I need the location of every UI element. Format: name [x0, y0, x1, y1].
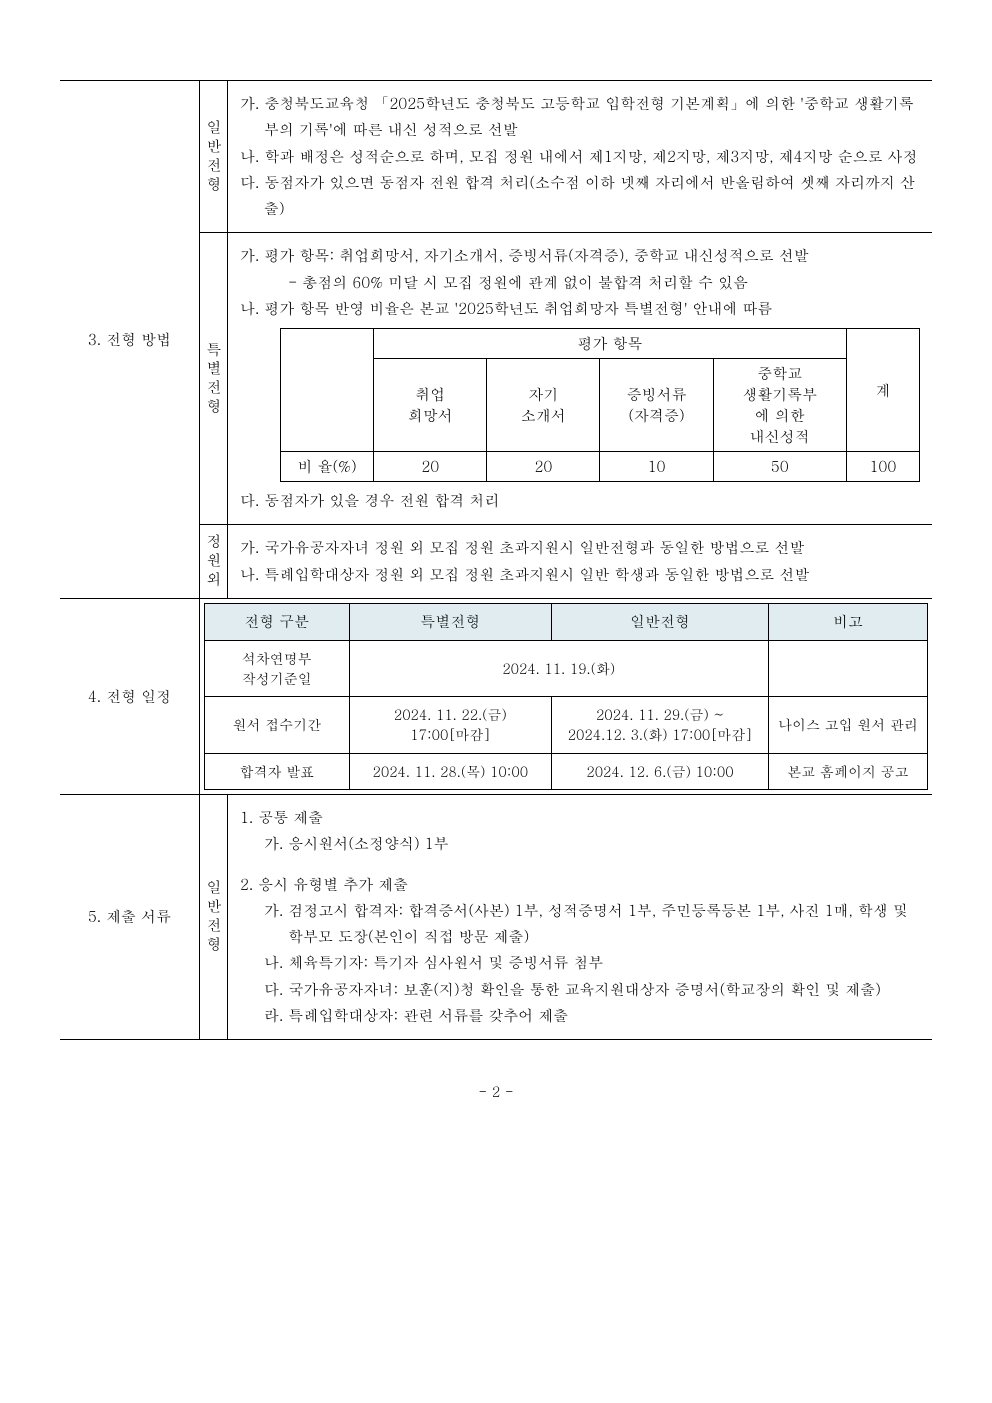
eval-empty-header: [281, 329, 374, 452]
page-number: - 2 -: [60, 1080, 932, 1102]
eval-val-total: 100: [846, 452, 919, 482]
s5-block2-title: 2. 응시 유형별 추가 제출: [240, 872, 920, 898]
sched-r2-general: 2024. 12. 6.(금) 10:00: [552, 753, 769, 790]
general-content: 가. 충청북도교육청 「2025학년도 충청북도 고등학교 입학전형 기본계획」…: [228, 81, 932, 232]
s5-block1-ga: 가. 응시원서(소정양식) 1부: [240, 831, 920, 857]
section-3-label: 3. 전형 방법: [60, 81, 200, 598]
section-3-row: 3. 전형 방법 일반전형 가. 충청북도교육청 「2025학년도 충청북도 고…: [60, 80, 932, 599]
special-item-ga-sub: - 총점의 60% 미달 시 모집 정원에 관계 없이 불합격 처리할 수 있음: [240, 270, 920, 296]
eval-total-header: 계: [846, 329, 919, 452]
sched-r2-special: 2024. 11. 28.(목) 10:00: [349, 753, 551, 790]
section-5-label: 5. 제출 서류: [60, 795, 200, 1039]
sched-header-general: 일반전형: [552, 604, 769, 641]
section-5-row: 5. 제출 서류 일반전형 1. 공통 제출 가. 응시원서(소정양식) 1부 …: [60, 795, 932, 1040]
s5-block2-ra: 라. 특례입학대상자: 관련 서류를 갖추어 제출: [240, 1003, 920, 1029]
sched-r2-type: 합격자 발표: [205, 753, 350, 790]
section5-general-sub-row: 일반전형 1. 공통 제출 가. 응시원서(소정양식) 1부 2. 응시 유형별…: [200, 795, 932, 1039]
sched-r2-note: 본교 홈페이지 공고: [768, 753, 927, 790]
eval-col-1: 자기 소개서: [487, 359, 600, 452]
eval-val-2: 10: [600, 452, 713, 482]
s5-block2-na: 나. 체육특기자: 특기자 심사원서 및 증빙서류 첨부: [240, 950, 920, 976]
sched-header-note: 비고: [768, 604, 927, 641]
general-item-na: 나. 학과 배정은 성적순으로 하며, 모집 정원 내에서 제1지망, 제2지망…: [240, 144, 920, 170]
extra-item-na: 나. 특례입학대상자 정원 외 모집 정원 초과지원시 일반 학생과 동일한 방…: [240, 562, 920, 588]
s5-block1-title: 1. 공통 제출: [240, 805, 920, 831]
general-item-da: 다. 동점자가 있으면 동점자 전원 합격 처리(소수점 이하 넷째 자리에서 …: [240, 170, 920, 223]
general-item-ga: 가. 충청북도교육청 「2025학년도 충청북도 고등학교 입학전형 기본계획」…: [240, 91, 920, 144]
section-4-row: 4. 전형 일정 전형 구분 특별전형 일반전형 비고 석차연명부 작성기준일: [60, 599, 932, 795]
schedule-table: 전형 구분 특별전형 일반전형 비고 석차연명부 작성기준일 2024. 11.…: [204, 603, 928, 790]
sched-r0-merged: 2024. 11. 19.(화): [349, 641, 768, 697]
special-item-ga: 가. 평가 항목: 취업희망서, 자기소개서, 증빙서류(자격증), 중학교 내…: [240, 243, 920, 269]
eval-val-1: 20: [487, 452, 600, 482]
extra-sub-row: 정원외 가. 국가유공자자녀 정원 외 모집 정원 초과지원시 일반전형과 동일…: [200, 525, 932, 598]
s5-block2-ga: 가. 검정고시 합격자: 합격증서(사본) 1부, 성적증명서 1부, 주민등록…: [240, 898, 920, 951]
eval-col-3: 중학교 생활기록부 에 의한 내신성적: [713, 359, 846, 452]
special-item-na: 나. 평가 항목 반영 비율은 본교 '2025학년도 취업희망자 특별전형' …: [240, 296, 920, 322]
section-4-label: 4. 전형 일정: [60, 599, 200, 794]
eval-row-label: 비 율(%): [281, 452, 374, 482]
special-content: 가. 평가 항목: 취업희망서, 자기소개서, 증빙서류(자격증), 중학교 내…: [228, 233, 932, 524]
eval-val-0: 20: [374, 452, 487, 482]
special-sub-row: 특별전형 가. 평가 항목: 취업희망서, 자기소개서, 증빙서류(자격증), …: [200, 233, 932, 525]
general-sub-label: 일반전형: [200, 81, 228, 232]
eval-val-3: 50: [713, 452, 846, 482]
special-sub-label: 특별전형: [200, 233, 228, 524]
sched-header-type: 전형 구분: [205, 604, 350, 641]
sched-r0-type: 석차연명부 작성기준일: [205, 641, 350, 697]
eval-col-2: 증빙서류 (자격증): [600, 359, 713, 452]
schedule-wrapper: 전형 구분 특별전형 일반전형 비고 석차연명부 작성기준일 2024. 11.…: [200, 599, 932, 794]
special-item-da: 다. 동점자가 있을 경우 전원 합격 처리: [240, 488, 920, 514]
eval-table-wrapper: 평가 항목 계 취업 희망서 자기 소개서 증빙서류 (자격증) 중학교 생활기…: [280, 328, 920, 482]
sched-r1-general: 2024. 11. 29.(금) ~ 2024.12. 3.(화) 17:00[…: [552, 697, 769, 753]
sched-header-special: 특별전형: [349, 604, 551, 641]
sched-r1-special: 2024. 11. 22.(금) 17:00[마감]: [349, 697, 551, 753]
extra-content: 가. 국가유공자자녀 정원 외 모집 정원 초과지원시 일반전형과 동일한 방법…: [228, 525, 932, 598]
general-sub-row: 일반전형 가. 충청북도교육청 「2025학년도 충청북도 고등학교 입학전형 …: [200, 81, 932, 233]
eval-table: 평가 항목 계 취업 희망서 자기 소개서 증빙서류 (자격증) 중학교 생활기…: [280, 328, 920, 482]
section-5-content: 일반전형 1. 공통 제출 가. 응시원서(소정양식) 1부 2. 응시 유형별…: [200, 795, 932, 1039]
extra-item-ga: 가. 국가유공자자녀 정원 외 모집 정원 초과지원시 일반전형과 동일한 방법…: [240, 535, 920, 561]
extra-sub-label: 정원외: [200, 525, 228, 598]
section5-general-sub-label: 일반전형: [200, 795, 228, 1039]
sched-r1-type: 원서 접수기간: [205, 697, 350, 753]
sched-r1-note: 나이스 고입 원서 관리: [768, 697, 927, 753]
eval-group-header: 평가 항목: [374, 329, 847, 359]
spacer: [240, 858, 920, 872]
section-3-content: 일반전형 가. 충청북도교육청 「2025학년도 충청북도 고등학교 입학전형 …: [200, 81, 932, 598]
s5-block2-da: 다. 국가유공자자녀: 보훈(지)청 확인을 통한 교육지원대상자 증명서(학교…: [240, 977, 920, 1003]
section5-general-content: 1. 공통 제출 가. 응시원서(소정양식) 1부 2. 응시 유형별 추가 제…: [228, 795, 932, 1039]
eval-col-0: 취업 희망서: [374, 359, 487, 452]
sched-r0-note: [768, 641, 927, 697]
